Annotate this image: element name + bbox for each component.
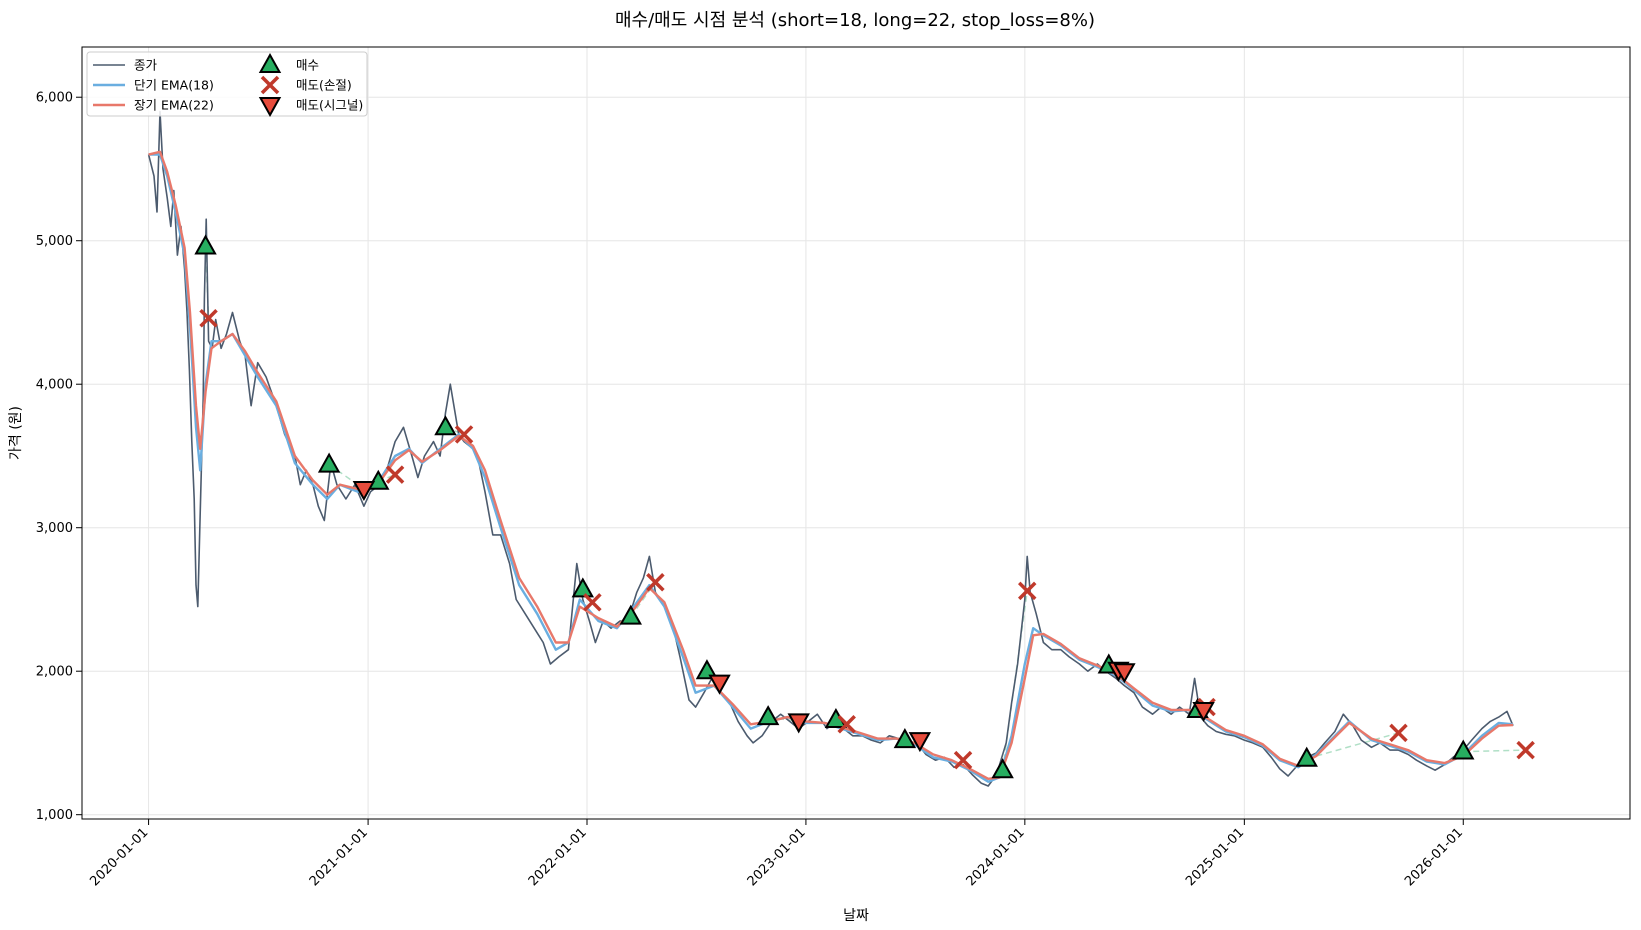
trade-connector-line [1306,732,1399,760]
marker-stop-loss [199,308,218,328]
legend-label: 종가 [134,58,158,73]
marker-sell-signal [787,713,810,734]
y-tick-label: 1,000 [36,808,73,823]
x-stroke [583,593,602,612]
marker-stop-loss [1017,581,1037,601]
legend-swatch-buy [258,52,282,73]
marker-stop-loss [385,465,405,484]
legend-swatch-sell-signal [258,97,282,118]
x-stroke [260,75,280,95]
plot-frame [81,46,1631,820]
marker-buy [1295,746,1318,767]
marker-stop-loss [1516,740,1535,760]
x-stroke [837,715,856,734]
marker-buy [1452,739,1475,760]
marker-buy [756,705,780,726]
x-stroke [385,465,405,484]
marker-stop-loss [583,593,602,612]
marker-buy [571,577,595,598]
legend-label: 단기 EMA(18) [134,78,214,93]
marker-sell-signal [1192,701,1215,722]
marker-buy [619,604,642,625]
marker-stop-loss [837,715,856,734]
y-axis-title: 가격 (원) [8,406,24,460]
y-tick-label: 6,000 [36,91,73,106]
x-stroke [646,572,665,592]
marker-buy [434,415,457,436]
x-stroke [199,308,218,328]
x-axis-title: 날짜 [843,908,869,924]
marker-buy [194,234,217,255]
marker-buy [317,452,341,473]
marker-stop-loss [1389,723,1408,743]
y-tick-label: 2,000 [36,665,73,680]
legend-label: 매수 [296,58,319,73]
x-stroke [1017,581,1037,601]
trade-connector-line [1463,749,1526,753]
marker-sell-signal [708,674,731,695]
chart-title: 매수/매도 시점 분석 (short=18, long=22, stop_los… [615,10,1095,31]
marker-sell-signal [908,732,932,753]
legend-label: 장기 EMA(22) [134,98,214,113]
marker-buy [367,469,390,490]
marker-buy [695,659,719,680]
y-tick-label: 4,000 [36,378,73,393]
legend-swatch-stop-loss [260,75,280,95]
x-stroke [1389,723,1408,743]
marker-stop-loss [454,425,474,444]
legend-label: 매도(손절) [296,78,352,93]
marker-stop-loss [953,750,973,770]
x-stroke [953,750,973,770]
y-tick-label: 5,000 [36,234,73,249]
marker-stop-loss [646,572,665,592]
marker-buy [893,728,917,749]
legend-box [86,51,368,117]
y-axis: 1,000 2,000 3,000 4,000 5,000 6,000 [36,91,82,823]
trade-markers [194,234,1535,779]
marker-sell-signal [1113,663,1136,684]
grid-lines [82,47,1630,819]
marker-sell-signal [352,480,376,502]
x-stroke [1516,740,1535,760]
x-stroke [454,425,474,444]
legend-label: 매도(시그널) [296,98,363,113]
marker-buy [991,758,1014,779]
y-tick-label: 3,000 [36,521,73,536]
